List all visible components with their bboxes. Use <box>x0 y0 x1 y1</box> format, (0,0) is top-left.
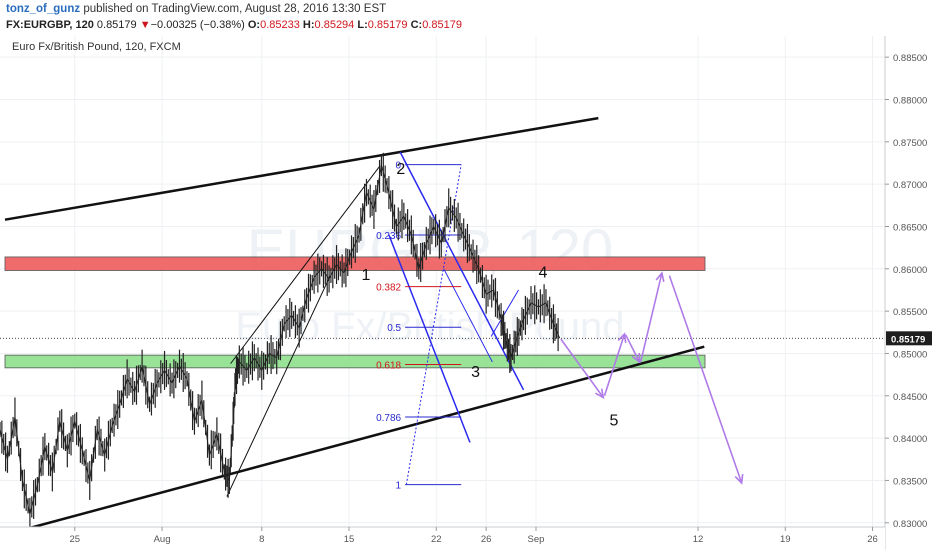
wave-labels: 1 2 3 4 5 <box>361 161 618 429</box>
price-tick-label: 0.87000 <box>893 180 927 191</box>
projection-bounce-arrow[interactable] <box>603 333 626 397</box>
price-tick-label: 0.85500 <box>893 307 927 318</box>
fib-level-label: 0.618 <box>376 360 401 371</box>
wave-label-4: 4 <box>538 264 547 281</box>
price-tick-label: 0.84000 <box>893 434 927 445</box>
projection-arrows[interactable] <box>560 271 744 485</box>
price-series <box>0 152 885 531</box>
open-label: O: <box>247 19 261 31</box>
time-tick-label: 8 <box>259 534 264 545</box>
time-tick-label: 25 <box>69 534 80 545</box>
chart-title: Euro Fx/British Pound, 120, FXCM <box>12 41 181 53</box>
wave-label-2: 2 <box>396 161 405 178</box>
price-tick-label: 0.87500 <box>893 138 927 149</box>
chart-frame[interactable]: EURGBP, 120 Euro Fx/British Pound 0 0.236… <box>0 36 932 550</box>
fib-retracement[interactable]: 0 0.236 0.382 0.5 0.618 0.786 1 <box>376 161 462 492</box>
projection-dip-arrow-head[interactable] <box>631 352 641 364</box>
fib-level-label: 0.786 <box>376 413 401 424</box>
time-tick-label: 26 <box>481 534 492 545</box>
price-tick-label: 0.85000 <box>893 349 927 360</box>
time-tick-label: 19 <box>780 534 791 545</box>
price-tick-label: 0.84500 <box>893 392 927 403</box>
price-axis-bg <box>885 36 932 550</box>
last-price-badge <box>886 331 932 346</box>
time-axis[interactable]: 25 Aug 8 15 22 26 Sep 12 19 26 <box>0 526 885 550</box>
falling-channel-mid[interactable] <box>443 268 493 363</box>
trendlines[interactable] <box>4 116 705 536</box>
fib-level-label: 0.236 <box>376 231 401 242</box>
wave-label-1: 1 <box>361 267 370 284</box>
time-axis-bg <box>0 527 885 550</box>
close-label: C: <box>410 19 423 31</box>
price-chart[interactable]: EURGBP, 120 Euro Fx/British Pound 00.236… <box>0 36 932 550</box>
projection-rally-arrow-head[interactable] <box>655 271 665 282</box>
projection-rally-arrow[interactable] <box>639 272 663 363</box>
projection-dip-arrow[interactable] <box>624 334 641 363</box>
ohlc-bar: FX:EURGBP, 120 0.85179 ▼−0.00325 (−0.38%… <box>6 19 462 31</box>
wave4-line[interactable] <box>490 289 519 337</box>
close-value: 0.85179 <box>422 19 462 31</box>
down-arrow-icon: ▼ <box>139 19 151 31</box>
time-tick-label: 26 <box>867 534 878 545</box>
upper-channel-line[interactable] <box>4 116 599 221</box>
symbol-label: FX:EURGBP, 120 <box>6 19 94 31</box>
price-tick-label: 0.86500 <box>893 222 927 233</box>
time-tick-label: 12 <box>693 534 704 545</box>
support-zone[interactable] <box>4 354 706 369</box>
fib-level-label: 0.382 <box>376 283 401 294</box>
price-tick-label: 0.88500 <box>893 53 927 64</box>
chart-background <box>0 36 932 550</box>
price-change: −0.00325 (−0.38%) <box>150 19 245 31</box>
time-tick-label: Aug <box>154 534 171 545</box>
publish-info: tonz_of_gunz published on TradingView.co… <box>6 3 386 15</box>
low-label: L: <box>357 19 368 31</box>
time-tick-label: Sep <box>528 534 545 545</box>
open-value: 0.85233 <box>260 19 300 31</box>
price-axis[interactable]: 0.88500 0.88000 0.87500 0.87000 0.86500 0.860… <box>884 36 932 550</box>
high-value: 0.85294 <box>314 19 355 31</box>
last-price: 0.85179 <box>96 19 137 31</box>
fib-level-label: 0 <box>396 161 402 172</box>
time-tick-label: 15 <box>344 534 355 545</box>
fib-level-label: 0.5 <box>387 323 401 334</box>
wave-label-3: 3 <box>471 364 480 381</box>
fib-level-label: 1 <box>396 481 402 492</box>
projection-wave5-arrow-head[interactable] <box>594 388 605 399</box>
projection-decline-arrow[interactable] <box>668 275 743 484</box>
lower-channel-line[interactable] <box>4 345 705 536</box>
projection-wave5-arrow[interactable] <box>560 338 604 398</box>
projection-decline-arrow-head[interactable] <box>734 473 744 485</box>
projection-bounce-arrow-head[interactable] <box>617 332 627 344</box>
price-tick-label: 0.88000 <box>893 95 927 106</box>
publish-text: published on TradingView.com, August 28,… <box>83 3 387 15</box>
time-tick-label: 22 <box>431 534 442 545</box>
wave-label-5: 5 <box>610 412 619 429</box>
chart-header: tonz_of_gunz published on TradingView.co… <box>0 0 932 36</box>
last-price-label: 0.85179 <box>891 334 925 345</box>
high-label: H: <box>302 19 315 31</box>
author-link[interactable]: tonz_of_gunz <box>6 3 81 15</box>
falling-channel-upper[interactable] <box>399 151 525 391</box>
price-tick-label: 0.83000 <box>893 519 927 530</box>
low-value: 0.85179 <box>367 19 408 31</box>
price-tick-label: 0.83500 <box>893 476 927 487</box>
rising-channel-upper[interactable] <box>230 165 381 364</box>
price-tick-label: 0.86000 <box>893 265 927 276</box>
rising-channel-lower[interactable] <box>226 275 331 497</box>
